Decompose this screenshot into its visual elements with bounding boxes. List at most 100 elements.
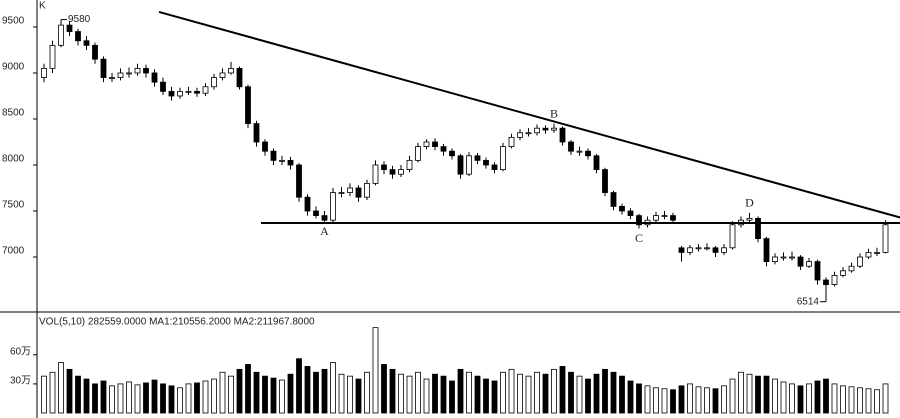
volume-bar <box>432 373 438 414</box>
volume-bar <box>746 373 753 414</box>
volume-bar <box>653 387 659 414</box>
candle-body <box>347 187 353 193</box>
candle-body <box>457 155 464 175</box>
candle-body <box>287 159 294 166</box>
volume-bar <box>661 388 668 414</box>
candle-body <box>551 127 557 131</box>
volume-bar <box>525 375 532 414</box>
volume-bar <box>491 380 498 414</box>
volume-bar <box>610 371 617 414</box>
candle-body <box>874 251 880 254</box>
volume-bar <box>619 375 625 414</box>
trend-line <box>158 10 900 219</box>
volume-bar <box>372 327 379 414</box>
volume-bar <box>636 383 642 414</box>
candle-body <box>406 159 413 170</box>
volume-bar <box>177 387 183 414</box>
candle-body <box>678 247 685 253</box>
volume-bar <box>279 379 285 414</box>
volume-bar <box>389 368 396 414</box>
volume-bar <box>185 383 192 414</box>
candle-body <box>797 256 804 267</box>
high-label: 9580 <box>68 14 91 25</box>
volume-bar <box>789 383 795 414</box>
candle-body <box>585 150 591 157</box>
volume-bar <box>517 373 523 414</box>
candle-body <box>670 215 676 221</box>
volume-bar <box>534 371 540 414</box>
volume-bar <box>457 368 464 414</box>
candle-body <box>687 247 693 253</box>
candle-body <box>109 77 115 79</box>
candle-body <box>695 247 702 250</box>
volume-bar <box>576 375 583 414</box>
volume-bar <box>83 378 90 414</box>
y-tick-label: 9000 <box>2 62 25 73</box>
volume-bar <box>627 380 634 414</box>
y-tick-label: 7000 <box>2 246 25 257</box>
candle-body <box>304 196 311 212</box>
volume-bar <box>398 373 404 414</box>
candle-body <box>117 72 124 78</box>
candle-body <box>245 86 251 124</box>
candle-body <box>134 67 141 74</box>
volume-bar <box>857 387 863 414</box>
y-tick-label: 9500 <box>2 16 25 27</box>
candle-body <box>338 192 345 194</box>
candle-body <box>423 141 430 147</box>
candle-body <box>83 40 90 46</box>
volume-bar <box>593 373 600 414</box>
candle-body <box>364 182 370 198</box>
volume-bar <box>41 375 47 414</box>
candle-body <box>525 132 532 135</box>
candle-body <box>806 261 812 267</box>
volume-bar <box>126 381 132 414</box>
volume-bar <box>865 388 872 414</box>
volume-bar <box>304 366 311 414</box>
candle-body <box>228 67 234 74</box>
candle-body <box>279 159 285 162</box>
volume-bar <box>313 371 319 414</box>
volume-bar <box>143 382 149 414</box>
candle-body <box>755 217 761 239</box>
candle-body <box>772 256 778 262</box>
candle-body <box>466 155 472 175</box>
candle-body <box>160 81 166 92</box>
candle-body <box>219 72 226 78</box>
annotation: C <box>635 231 643 245</box>
volume-bar <box>874 389 880 414</box>
candle-body <box>619 205 625 212</box>
volume-bar <box>355 378 362 414</box>
volume-bar <box>92 383 98 414</box>
volume-bar <box>245 364 251 414</box>
candle-body <box>389 169 396 175</box>
volume-bar <box>117 383 124 414</box>
candle-body <box>602 169 608 193</box>
candle-body <box>194 90 200 94</box>
candle-body <box>49 44 56 69</box>
candle-body <box>449 150 455 157</box>
candle-body <box>381 164 387 170</box>
candle-body <box>865 251 872 258</box>
volume-bar <box>508 368 515 414</box>
volume-bar <box>687 383 693 414</box>
candle-body <box>823 279 829 286</box>
candle-body <box>534 127 540 134</box>
candle-body <box>882 224 889 253</box>
candle-body <box>789 256 795 259</box>
volume-bar <box>151 379 158 414</box>
volume-bar <box>763 375 770 414</box>
candle-body <box>576 150 583 153</box>
annotation: D <box>745 196 754 210</box>
v-tick-label: 30万 <box>10 376 31 387</box>
candle-body <box>704 247 710 250</box>
candle-body <box>185 90 192 93</box>
volume-bar <box>568 371 574 414</box>
candle-body <box>500 146 506 170</box>
candle-body <box>712 247 719 253</box>
volume-bar <box>755 375 761 414</box>
volume-bar <box>797 385 804 414</box>
candle-body <box>568 141 574 152</box>
volume-bar <box>542 373 549 414</box>
